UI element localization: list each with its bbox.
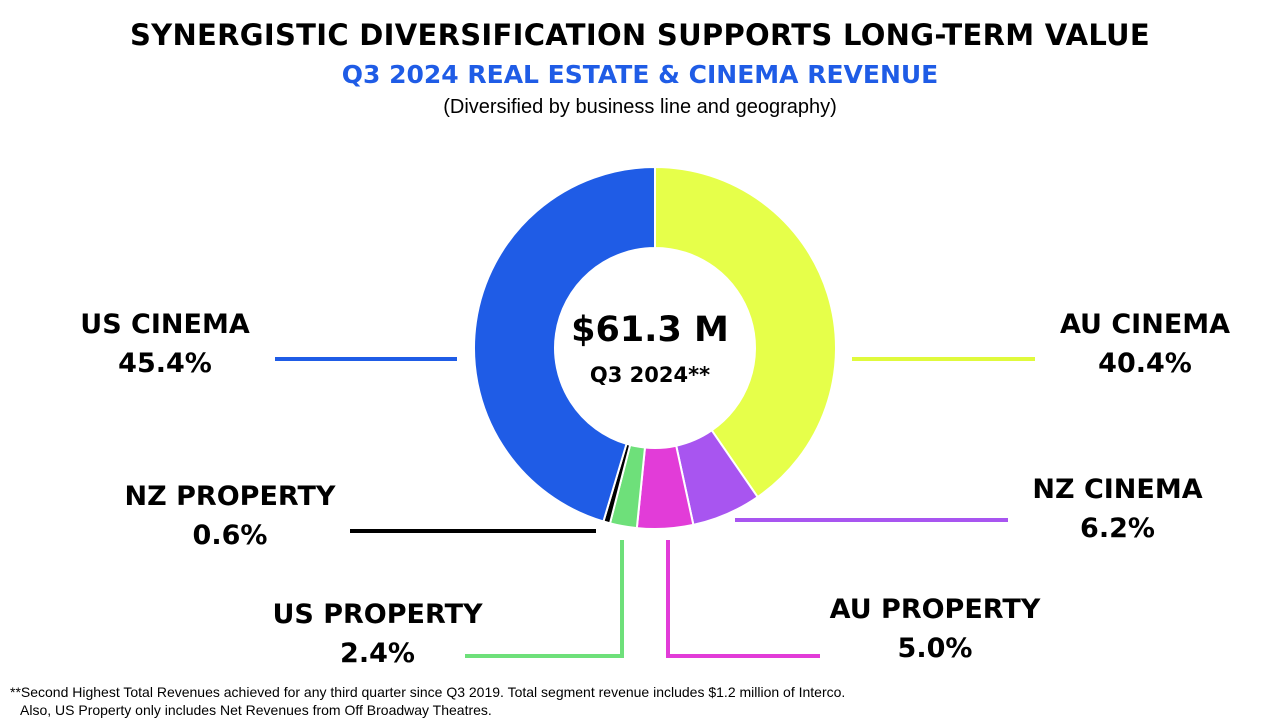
label-us-property-name: US PROPERTY	[272, 599, 483, 630]
label-nz-property: NZ PROPERTY 0.6%	[100, 477, 360, 555]
label-nz-cinema: NZ CINEMA 6.2%	[1005, 470, 1230, 548]
chart-subtitle: Q3 2024 REAL ESTATE & CINEMA REVENUE	[341, 60, 939, 89]
footnote: **Second Highest Total Revenues achieved…	[10, 683, 845, 719]
slice-au-cinema	[654, 165, 837, 499]
center-period: Q3 2024**	[589, 363, 711, 387]
label-us-cinema-value: 45.4%	[118, 348, 212, 379]
leader-line-us-property	[465, 540, 624, 658]
slice-us-cinema	[473, 165, 656, 523]
label-us-property: US PROPERTY 2.4%	[245, 595, 510, 673]
label-us-cinema-name: US CINEMA	[80, 309, 250, 340]
label-nz-property-name: NZ PROPERTY	[124, 481, 336, 512]
footnote-line-2: Also, US Property only includes Net Reve…	[20, 702, 492, 718]
label-au-property-value: 5.0%	[897, 633, 973, 664]
label-nz-property-value: 0.6%	[192, 520, 268, 551]
label-nz-cinema-value: 6.2%	[1080, 513, 1155, 544]
leader-line-au-property	[666, 540, 820, 658]
label-us-property-value: 2.4%	[340, 638, 415, 669]
footnote-line-1: **Second Highest Total Revenues achieved…	[10, 684, 846, 700]
label-au-property-name: AU PROPERTY	[829, 594, 1041, 625]
center-total: $61.3 M	[571, 310, 729, 350]
label-au-property: AU PROPERTY 5.0%	[800, 590, 1070, 668]
label-us-cinema: US CINEMA 45.4%	[55, 305, 275, 383]
label-nz-cinema-name: NZ CINEMA	[1032, 474, 1203, 505]
label-au-cinema: AU CINEMA 40.4%	[1030, 305, 1260, 383]
chart-note: (Diversified by business line and geogra…	[443, 96, 837, 118]
label-au-cinema-name: AU CINEMA	[1059, 309, 1231, 340]
page-title: SYNERGISTIC DIVERSIFICATION SUPPORTS LON…	[129, 18, 1151, 52]
label-au-cinema-value: 40.4%	[1098, 348, 1192, 379]
